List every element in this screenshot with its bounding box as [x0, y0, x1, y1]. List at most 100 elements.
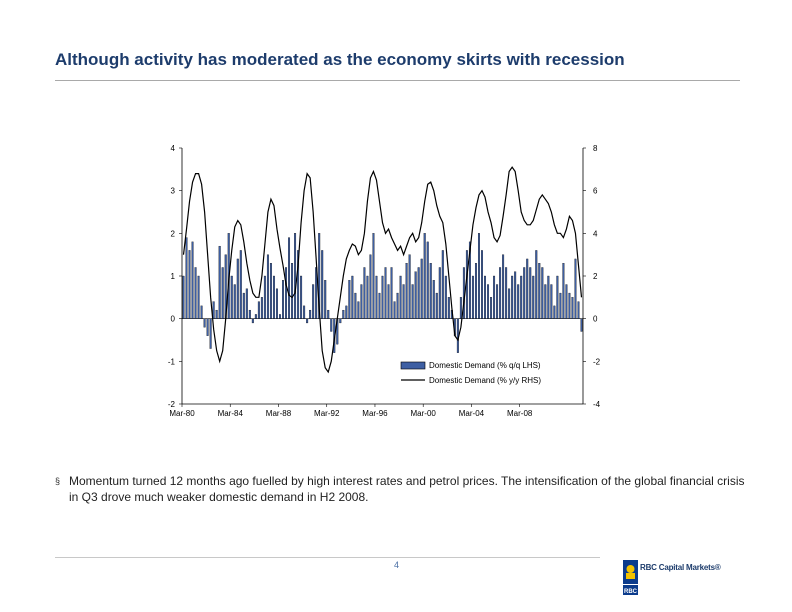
- bar: [206, 318, 209, 336]
- bar: [438, 267, 441, 319]
- bar: [550, 284, 553, 319]
- bar: [396, 292, 399, 319]
- bar: [294, 233, 297, 319]
- bar: [577, 301, 580, 319]
- bar: [215, 309, 218, 319]
- tick-labels: 4 3 2 1 0 -1 -2 8 6 4 2 0 -2 -4 Mar-80 Mar-84 Mar-88 Mar-…: [168, 144, 601, 418]
- bar: [303, 305, 306, 319]
- bar: [411, 284, 414, 319]
- bar: [514, 271, 517, 319]
- bar: [218, 245, 221, 319]
- bar: [188, 250, 191, 319]
- bar: [369, 254, 372, 319]
- bar: [221, 267, 224, 319]
- bar: [312, 284, 315, 319]
- x-tick-label: Mar-00: [411, 409, 437, 418]
- bar: [345, 305, 348, 319]
- bar: [417, 267, 420, 319]
- bar: [272, 275, 275, 319]
- bar: [459, 297, 462, 319]
- bar: [435, 292, 438, 319]
- bar: [511, 275, 514, 319]
- x-tick-label: Mar-88: [266, 409, 292, 418]
- bar: [429, 263, 432, 319]
- bar: [420, 258, 423, 319]
- bar: [257, 301, 260, 319]
- bar: [354, 292, 357, 319]
- bar: [351, 275, 354, 319]
- bar: [562, 263, 565, 319]
- bar: [260, 297, 263, 319]
- bar: [230, 275, 233, 319]
- left-tick-label: 4: [171, 144, 176, 153]
- bar: [468, 241, 471, 319]
- x-tick-label: Mar-08: [507, 409, 533, 418]
- bar: [477, 233, 480, 319]
- slide-title: Although activity has moderated as the e…: [55, 50, 625, 69]
- left-tick-label: 0: [171, 315, 176, 324]
- bar: [402, 284, 405, 319]
- bar: [553, 305, 556, 319]
- bar: [279, 314, 281, 319]
- bar: [490, 297, 493, 319]
- bar: [348, 280, 351, 319]
- x-tick-label: Mar-96: [362, 409, 388, 418]
- bar: [405, 263, 408, 319]
- bar: [414, 271, 417, 319]
- bar: [393, 301, 396, 319]
- bar: [471, 275, 474, 319]
- bar: [309, 309, 312, 319]
- bar: [339, 318, 342, 324]
- bar: [441, 250, 444, 319]
- bar: [580, 318, 583, 332]
- bar: [399, 275, 402, 319]
- bar: [529, 267, 532, 319]
- bar: [508, 288, 511, 319]
- bar: [275, 288, 278, 319]
- bar: [444, 275, 447, 319]
- right-tick-label: -4: [593, 400, 601, 409]
- bar: [432, 280, 435, 319]
- bar: [387, 284, 390, 319]
- bar: [493, 275, 496, 319]
- bar: [248, 309, 251, 319]
- bar: [239, 250, 242, 319]
- x-tick-label: Mar-80: [169, 409, 195, 418]
- x-tick-label: Mar-92: [314, 409, 340, 418]
- bar: [191, 241, 194, 319]
- bar: [372, 233, 375, 319]
- bar: [236, 258, 239, 319]
- bar: [300, 275, 303, 319]
- bar: [330, 318, 333, 332]
- bar: [282, 280, 284, 319]
- bar: [538, 263, 541, 319]
- x-tick-label: Mar-04: [459, 409, 485, 418]
- bar: [384, 267, 387, 319]
- domestic-demand-chart: 4 3 2 1 0 -1 -2 8 6 4 2 0 -2 -4 Mar-80 Mar-84 Mar-88 Mar-…: [168, 144, 601, 418]
- rbc-logo: RBC: [623, 560, 638, 595]
- bar: [209, 318, 212, 349]
- bar: [565, 284, 568, 319]
- bar: [487, 284, 490, 319]
- bar: [306, 318, 309, 324]
- right-tick-label: 4: [593, 229, 598, 238]
- left-tick-label: -1: [168, 357, 176, 366]
- bar: [288, 237, 291, 319]
- bar: [321, 250, 324, 319]
- bullet-marker: §: [55, 476, 61, 486]
- bar: [254, 314, 257, 319]
- bar: [499, 267, 502, 319]
- bar: [559, 292, 562, 319]
- bar: [318, 233, 321, 319]
- right-tick-label: 6: [593, 187, 598, 196]
- bar: [291, 263, 294, 319]
- bar: [245, 288, 248, 319]
- legend-label-yy: Domestic Demand (% y/y RHS): [429, 376, 541, 385]
- legend-label-qq: Domestic Demand (% q/q LHS): [429, 361, 541, 370]
- bar: [185, 237, 188, 319]
- bar-series-qq: [182, 233, 583, 353]
- logo-wordmark: RBC Capital Markets®: [640, 563, 721, 572]
- bullet-text: Momentum turned 12 months ago fuelled by…: [69, 474, 745, 504]
- bar: [423, 233, 426, 319]
- bar: [327, 309, 330, 319]
